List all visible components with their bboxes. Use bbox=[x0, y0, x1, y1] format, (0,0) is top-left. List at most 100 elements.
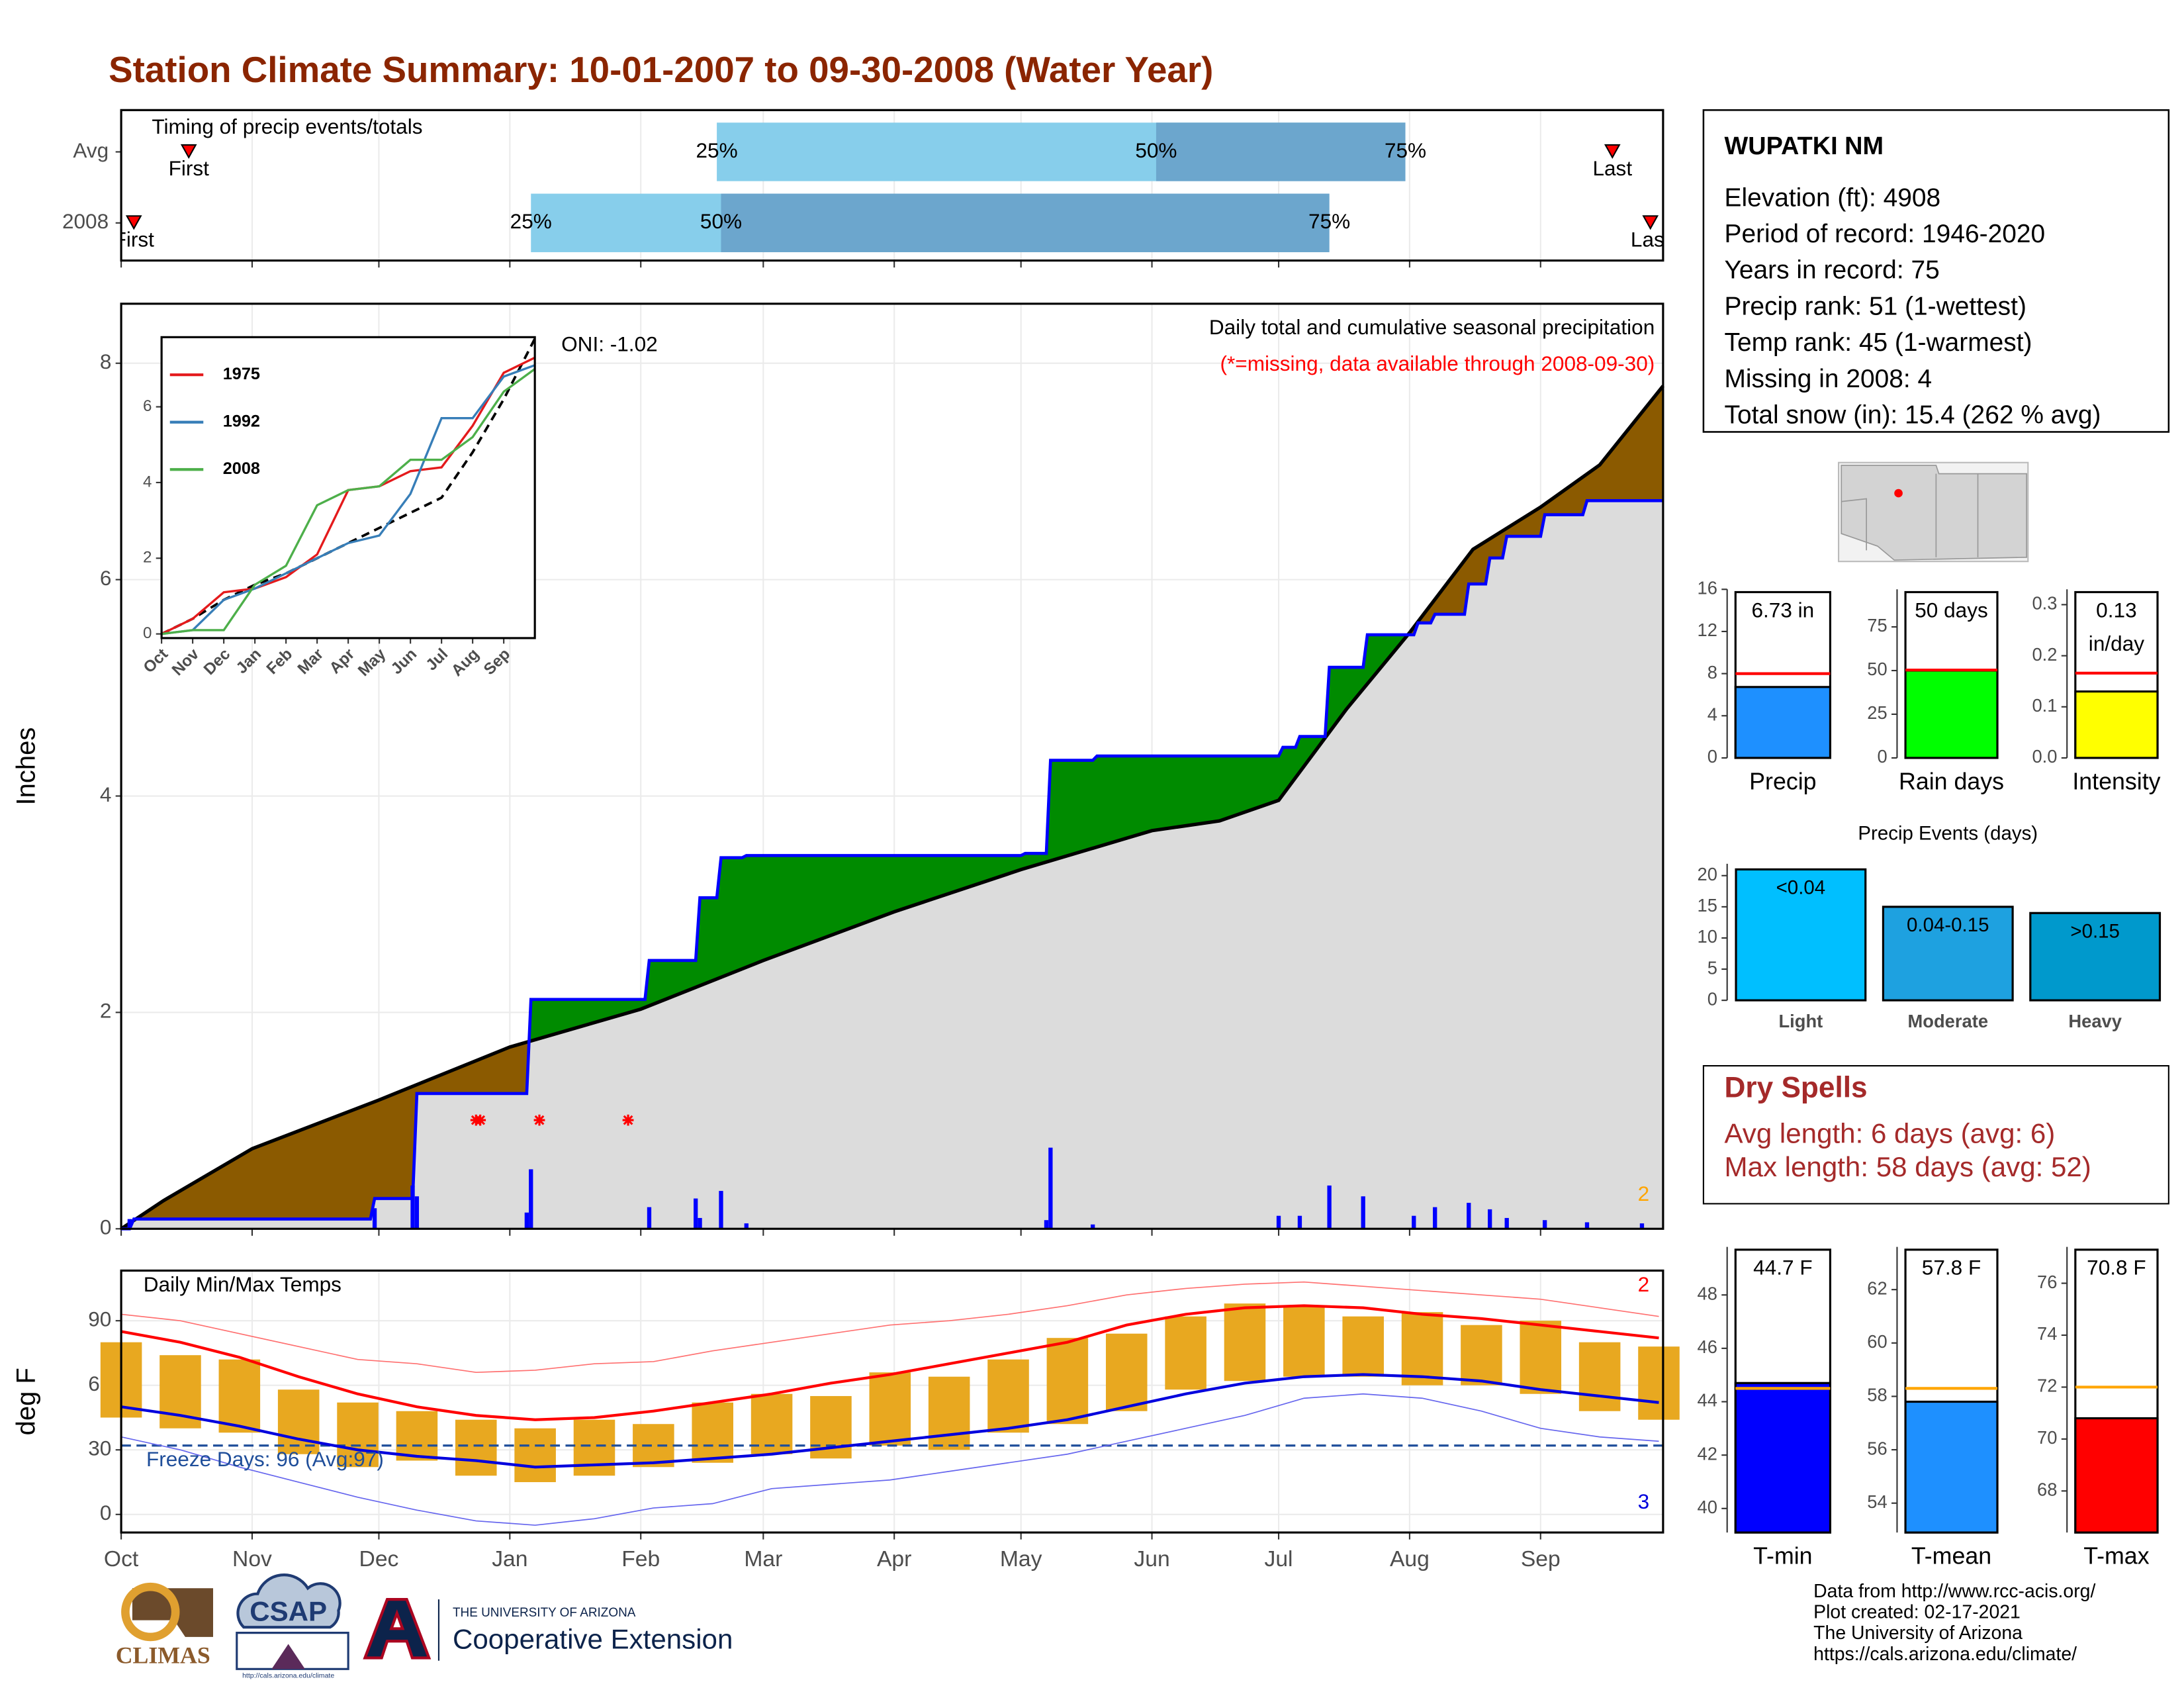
csap-cloud bbox=[236, 1573, 341, 1629]
station-line: Missing in 2008: 4 bbox=[1724, 365, 1932, 393]
temp-range-bar bbox=[1638, 1346, 1680, 1420]
station-line: Period of record: 1946-2020 bbox=[1724, 220, 2045, 248]
value-label-box: 6.73 in bbox=[1751, 599, 1814, 623]
temp-range-bar bbox=[928, 1376, 970, 1450]
category-label: Heavy bbox=[2068, 1011, 2122, 1031]
x-tick-label: Jun bbox=[1134, 1547, 1169, 1571]
y-tick-label: 46 bbox=[1698, 1336, 1717, 1357]
dry-spells-line: Avg length: 6 days (avg: 6) bbox=[1724, 1117, 2055, 1149]
bin-label: <0.04 bbox=[1776, 877, 1826, 899]
y-tick-label: 58 bbox=[1867, 1385, 1887, 1405]
station-location bbox=[1894, 489, 1903, 498]
x-tick-label: Apr bbox=[877, 1547, 911, 1571]
y-tick-label: 0 bbox=[1878, 746, 1888, 767]
footer-line: The University of Arizona bbox=[1813, 1622, 2023, 1644]
temp-range-bar bbox=[277, 1389, 320, 1454]
arizona-a bbox=[363, 1598, 432, 1660]
daily-precip-bar bbox=[1412, 1215, 1416, 1229]
y-tick-label: 8 bbox=[1707, 662, 1717, 682]
y-tick-label: 60 bbox=[1867, 1331, 1887, 1352]
temp-range-bar bbox=[1283, 1305, 1325, 1377]
climas-text: CLIMAS bbox=[116, 1642, 210, 1669]
station-box bbox=[1702, 109, 2170, 433]
csap-logo: CSAP http://cals.arizona.edu/climate bbox=[236, 1573, 349, 1680]
percentile-label: 50% bbox=[1135, 138, 1177, 162]
record-min-line bbox=[120, 1393, 1659, 1526]
y-tick-label: 54 bbox=[1867, 1491, 1887, 1512]
freeze-annotation: Freeze Days: 96 (Avg:97) bbox=[146, 1447, 384, 1471]
plot-frame bbox=[160, 336, 536, 639]
station-line: Temp rank: 45 (1-warmest) bbox=[1724, 328, 2032, 357]
daily-precip-bar bbox=[1488, 1209, 1492, 1229]
station-line: Total snow (in): 15.4 (262 % avg) bbox=[1724, 401, 2101, 430]
event-label: First bbox=[114, 227, 155, 251]
y-tick-label: 20 bbox=[1698, 864, 1717, 884]
value-label-box: 57.8 F bbox=[1921, 1256, 1981, 1281]
avg-max-line bbox=[120, 1304, 1659, 1421]
chart-annotation: Timing of precip events/totals bbox=[152, 115, 422, 138]
map-borders bbox=[1841, 473, 1979, 557]
temp-range-bar bbox=[396, 1411, 438, 1461]
y-tick-label: 42 bbox=[1698, 1443, 1717, 1464]
daily-precip-bar bbox=[647, 1207, 652, 1229]
legend-label: 1992 bbox=[223, 412, 260, 430]
percentile-label: 75% bbox=[1308, 209, 1350, 233]
daily-precip-bar bbox=[694, 1198, 698, 1229]
y-tick-label: 25 bbox=[1867, 702, 1887, 723]
daily-precip-bar bbox=[127, 1219, 132, 1229]
daily-precip-bar bbox=[529, 1169, 533, 1229]
station-line: Precip rank: 51 (1-wettest) bbox=[1724, 292, 2026, 320]
category-label: Intensity bbox=[2072, 768, 2160, 794]
missing-marker bbox=[475, 1114, 486, 1126]
daily-precip-bar bbox=[719, 1191, 723, 1229]
bin-label: >0.15 bbox=[2070, 921, 2120, 943]
page-title: Station Climate Summary: 10-01-2007 to 0… bbox=[109, 49, 1213, 90]
y-tick-label: 15 bbox=[1698, 895, 1717, 915]
temp-range-bar bbox=[1461, 1325, 1502, 1385]
daily-precip-bar bbox=[1504, 1217, 1509, 1229]
csap-url: http://cals.arizona.edu/climate bbox=[242, 1672, 334, 1680]
temp-range-bar bbox=[869, 1372, 911, 1446]
max-count-label: 2 bbox=[1638, 1272, 1650, 1296]
record-max-line bbox=[121, 1281, 1659, 1374]
surplus-fill bbox=[121, 500, 1663, 1229]
count-label: 2 bbox=[1638, 1182, 1650, 1205]
daily-precip-bar bbox=[1361, 1196, 1365, 1229]
daily-precip-bar bbox=[372, 1208, 377, 1229]
chart-title: Daily total and cumulative seasonal prec… bbox=[1209, 315, 1655, 339]
cumulative-fill bbox=[121, 500, 1663, 1229]
y-tick-label: 70 bbox=[2037, 1427, 2057, 1448]
daily-precip-bar bbox=[1276, 1215, 1281, 1229]
value-label: 57.8 F bbox=[1921, 1256, 1981, 1281]
daily-precip-bar bbox=[1543, 1220, 1547, 1229]
percentile-label: 50% bbox=[700, 209, 742, 233]
legend-label: 2008 bbox=[223, 459, 260, 478]
temp-range-bar bbox=[1342, 1316, 1384, 1377]
percentile-label: 25% bbox=[696, 138, 738, 162]
summary-bar bbox=[1734, 1382, 1832, 1534]
x-tick-label: Oct bbox=[104, 1547, 139, 1571]
summary-bar bbox=[2074, 690, 2159, 759]
temp-range-bar bbox=[1224, 1303, 1266, 1382]
y-tick-label: 4 bbox=[100, 782, 112, 806]
daily-precip-bar bbox=[698, 1217, 702, 1229]
x-tick-label: Aug bbox=[1390, 1547, 1430, 1571]
y-tick-label: 72 bbox=[2037, 1376, 2057, 1396]
series-line bbox=[161, 364, 535, 635]
oni-annotation: ONI: -1.02 bbox=[561, 332, 658, 355]
event-label: First bbox=[169, 156, 210, 180]
bar bbox=[1735, 868, 1867, 1002]
daily-precip-bar bbox=[744, 1223, 749, 1229]
current-cumulative-line bbox=[121, 498, 1663, 1231]
range-50-75 bbox=[721, 193, 1330, 252]
daily-precip-bar bbox=[1048, 1147, 1053, 1229]
min-count-label: 3 bbox=[1638, 1489, 1650, 1513]
temp-range-bar bbox=[692, 1402, 733, 1463]
arizona-logo: THE UNIVERSITY OF ARIZONA Cooperative Ex… bbox=[363, 1598, 733, 1661]
x-tick-label: Jul bbox=[1265, 1547, 1293, 1571]
temp-range-bar bbox=[1105, 1333, 1148, 1411]
event-marker bbox=[1604, 144, 1621, 160]
chart-title: Daily Min/Max Temps bbox=[144, 1272, 341, 1296]
plot-frame bbox=[120, 303, 1664, 1230]
